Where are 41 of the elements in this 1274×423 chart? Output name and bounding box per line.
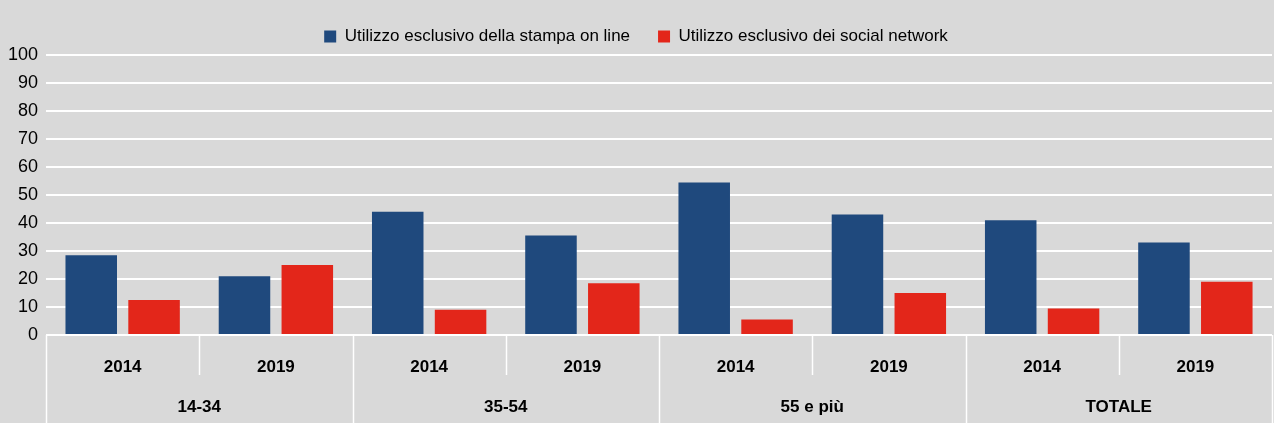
bar bbox=[1201, 281, 1253, 334]
bar bbox=[588, 283, 640, 334]
bar bbox=[1138, 242, 1190, 334]
y-tick-label: 30 bbox=[18, 239, 39, 260]
bar bbox=[128, 300, 180, 334]
bar bbox=[831, 214, 884, 334]
bar bbox=[65, 255, 117, 334]
y-tick-label: 0 bbox=[28, 323, 39, 344]
x-tick-label: 2019 bbox=[1176, 356, 1215, 376]
y-tick-label: 10 bbox=[18, 295, 39, 316]
x-tick-label: 2019 bbox=[869, 356, 908, 376]
y-tick-label: 80 bbox=[18, 99, 39, 120]
bar bbox=[371, 211, 424, 334]
bar bbox=[1047, 308, 1100, 334]
y-tick-label: 20 bbox=[18, 267, 39, 288]
bar bbox=[281, 265, 334, 334]
y-tick-label: 40 bbox=[18, 211, 39, 232]
x-tick-label: 2014 bbox=[103, 356, 143, 376]
x-tick-label: 2019 bbox=[563, 356, 602, 376]
bar bbox=[525, 235, 577, 334]
legend-label: Utilizzo esclusivo dei social network bbox=[678, 26, 949, 46]
text: 55 e più bbox=[780, 396, 844, 416]
bar bbox=[894, 293, 947, 334]
y-tick-label: 60 bbox=[18, 155, 39, 176]
y-tick-label: 90 bbox=[18, 71, 39, 92]
text: TOTALE bbox=[1085, 396, 1152, 416]
legend-label: Utilizzo esclusivo della stampa on line bbox=[344, 26, 631, 46]
text: 14-34 bbox=[177, 396, 222, 416]
y-tick-label: 70 bbox=[18, 127, 39, 148]
x-tick-label: 2014 bbox=[1023, 356, 1062, 376]
x-tick-label: 2014 bbox=[410, 356, 449, 376]
y-tick-label: 100 bbox=[7, 43, 39, 64]
bar bbox=[218, 276, 271, 334]
x-tick-label: 2019 bbox=[256, 356, 295, 376]
text: 35-54 bbox=[484, 396, 529, 416]
y-tick-label: 50 bbox=[18, 183, 39, 204]
bar bbox=[984, 220, 1037, 334]
x-tick-label: 2014 bbox=[716, 356, 756, 376]
bar bbox=[434, 309, 487, 334]
bar bbox=[741, 319, 793, 334]
bar bbox=[678, 182, 730, 334]
